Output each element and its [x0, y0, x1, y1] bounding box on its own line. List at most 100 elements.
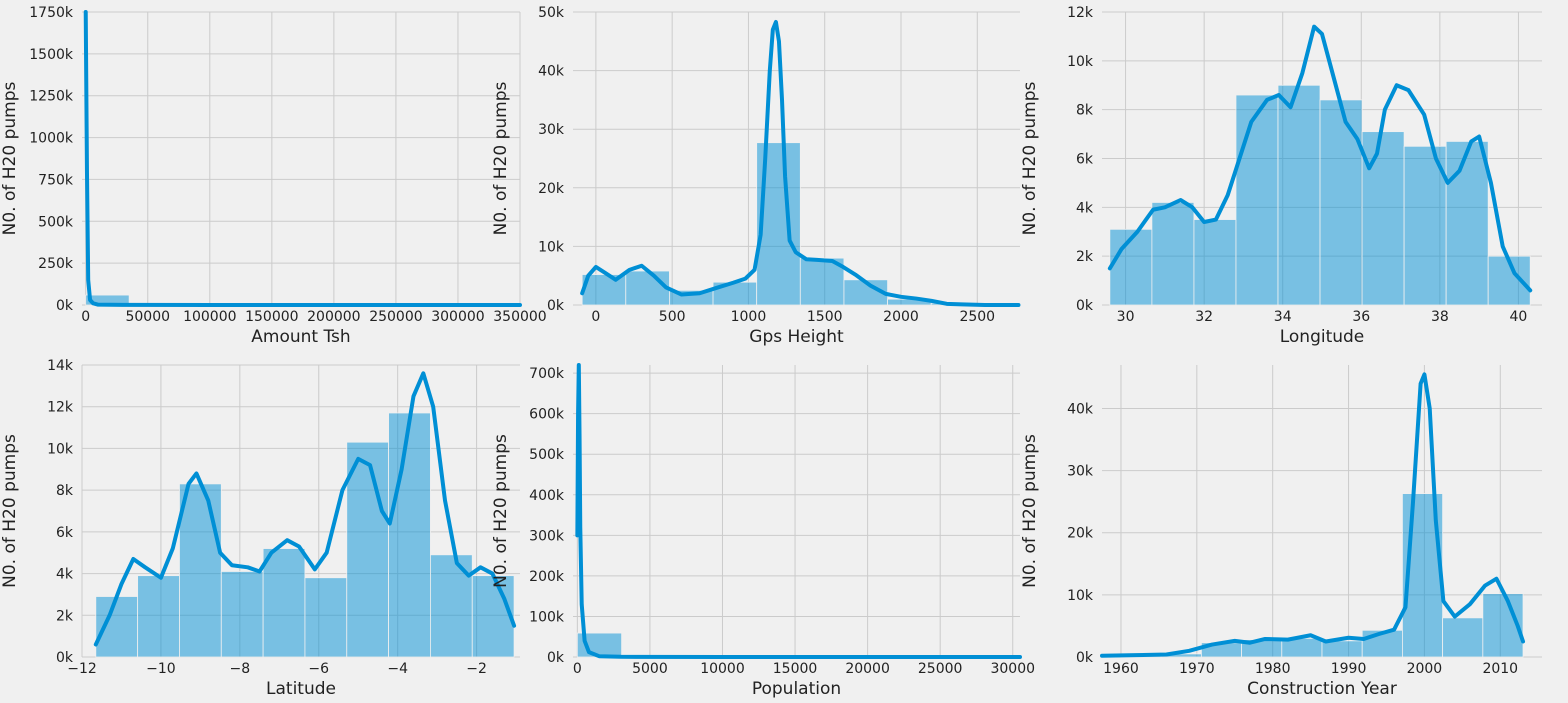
histogram-bar: [262, 548, 306, 658]
y-tick-label: 8k: [56, 483, 74, 499]
histogram-bar: [388, 412, 431, 658]
x-tick-label: −4: [387, 661, 408, 677]
histogram-bar: [220, 571, 264, 658]
y-axis-label: N0. of H20 pumps: [491, 82, 511, 236]
x-tick-label: 1960: [1103, 661, 1139, 677]
kde-line: [1107, 24, 1533, 293]
y-tick-label: 20k: [538, 181, 565, 197]
x-axis-label: Population: [752, 679, 841, 699]
x-tick-label: −10: [146, 661, 176, 677]
y-tick-label: 20k: [1067, 526, 1094, 542]
y-tick-label: 0k: [547, 298, 565, 314]
y-tick-label: 600k: [529, 407, 565, 423]
y-tick-label: 40k: [538, 64, 565, 80]
y-tick-label: 400k: [529, 488, 565, 504]
y-axis-label: N0. of H20 pumps: [1020, 82, 1040, 236]
y-tick-label: 1500k: [29, 47, 74, 63]
histogram-bar: [1235, 94, 1279, 306]
histogram-bar: [1442, 617, 1484, 658]
x-axis-label: Construction Year: [1247, 679, 1397, 699]
x-tick-label: 25000: [918, 661, 963, 677]
x-tick-label: 250000: [369, 309, 422, 325]
x-tick-label: 0: [573, 661, 582, 677]
histogram-bar: [1277, 84, 1321, 306]
kde-line: [575, 363, 1022, 659]
y-tick-label: 750k: [38, 172, 74, 188]
histogram-bar: [346, 441, 390, 658]
x-axis-label: Latitude: [266, 679, 336, 699]
x-tick-label: −12: [67, 661, 97, 677]
y-tick-label: 10k: [1067, 54, 1094, 70]
histogram-bar: [1193, 219, 1237, 306]
x-tick-label: 100000: [183, 309, 236, 325]
y-tick-label: 12k: [47, 400, 74, 416]
y-tick-label: 4k: [1076, 200, 1094, 216]
histogram-bar: [1361, 131, 1405, 306]
x-tick-label: 1500: [807, 309, 843, 325]
y-tick-label: 500k: [38, 214, 74, 230]
x-tick-label: 20000: [845, 661, 890, 677]
y-tick-label: 12k: [1067, 5, 1094, 21]
x-tick-label: 150000: [245, 309, 298, 325]
y-tick-label: 10k: [538, 239, 565, 255]
x-tick-label: −2: [466, 661, 487, 677]
x-tick-label: 5000: [632, 661, 668, 677]
x-tick-label: 1000: [731, 309, 767, 325]
x-tick-label: 0: [81, 309, 90, 325]
y-tick-label: 250k: [38, 256, 74, 272]
x-tick-label: 36: [1352, 309, 1370, 325]
y-tick-label: 0k: [1076, 298, 1094, 314]
chart-panel-1: 0 50000 100000 150000 200000 250000 300000 3500…: [0, 5, 547, 347]
y-tick-label: 700k: [529, 366, 565, 382]
y-tick-label: 100k: [529, 609, 565, 625]
chart-panel-4: −12 −10 −8 −6 −4 −2 0k 2k 4k 6k 8k 10k 12k 14k Latitud…: [0, 358, 520, 699]
chart-panel-6: 1960 1970 1980 1990 2000 2010 0k 10k 20k 30k 40k Co…: [1020, 365, 1542, 699]
x-tick-label: 300000: [431, 309, 484, 325]
y-axis-label: N0. of H20 pumps: [491, 434, 511, 588]
x-tick-label: 10000: [700, 661, 745, 677]
chart-panel-3: 30 32 34 36 38 40 0k 2k 4k 6k 8k 10k 12k Longitude N0.…: [1020, 5, 1542, 347]
kde-line: [1100, 372, 1526, 658]
x-tick-label: 50000: [125, 309, 170, 325]
x-tick-label: 30: [1117, 309, 1135, 325]
chart-panel-2: 0 500 1000 1500 2000 2500 0k 10k 20k 30k 40k 50k Gps…: [491, 5, 1021, 347]
y-tick-label: 1250k: [29, 89, 74, 105]
histogram-bar: [1109, 228, 1153, 306]
histogram-bar: [1445, 141, 1489, 306]
x-tick-label: 30000: [990, 661, 1035, 677]
x-tick-label: 2010: [1482, 661, 1518, 677]
x-tick-label: 200000: [307, 309, 360, 325]
histogram-bar: [471, 575, 515, 658]
x-tick-label: 1990: [1331, 661, 1367, 677]
histogram-bar: [625, 270, 670, 306]
histogram-bar: [799, 257, 845, 306]
chart-panel-5: 0 5000 10000 15000 20000 25000 30000 0k 100k 200k…: [491, 363, 1035, 699]
x-tick-label: 1970: [1179, 661, 1215, 677]
y-tick-label: 500k: [529, 447, 565, 463]
histogram-bar: [1319, 99, 1363, 306]
y-tick-label: 10k: [1067, 588, 1094, 604]
x-tick-label: 32: [1195, 309, 1213, 325]
kde-line: [93, 371, 517, 647]
kde-line: [580, 19, 1021, 307]
x-tick-label: 38: [1431, 309, 1449, 325]
x-tick-label: 2000: [1407, 661, 1443, 677]
x-tick-label: 1980: [1255, 661, 1291, 677]
y-tick-label: 40k: [1067, 401, 1094, 417]
y-tick-label: 1750k: [29, 5, 74, 21]
x-axis-label: Gps Height: [749, 327, 844, 347]
x-axis-label: Amount Tsh: [251, 327, 350, 347]
y-tick-label: 1000k: [29, 131, 74, 147]
y-tick-label: 6k: [1076, 152, 1094, 168]
y-axis-label: N0. of H20 pumps: [0, 434, 20, 588]
x-tick-label: 2000: [883, 309, 919, 325]
x-tick-label: 500: [659, 309, 686, 325]
kde-line: [83, 10, 522, 307]
x-tick-label: 350000: [493, 309, 546, 325]
x-tick-label: 40: [1510, 309, 1528, 325]
y-tick-label: 0k: [56, 298, 74, 314]
y-axis-label: N0. of H20 pumps: [1020, 434, 1040, 588]
y-tick-label: 50k: [538, 5, 565, 21]
x-tick-label: −6: [308, 661, 329, 677]
